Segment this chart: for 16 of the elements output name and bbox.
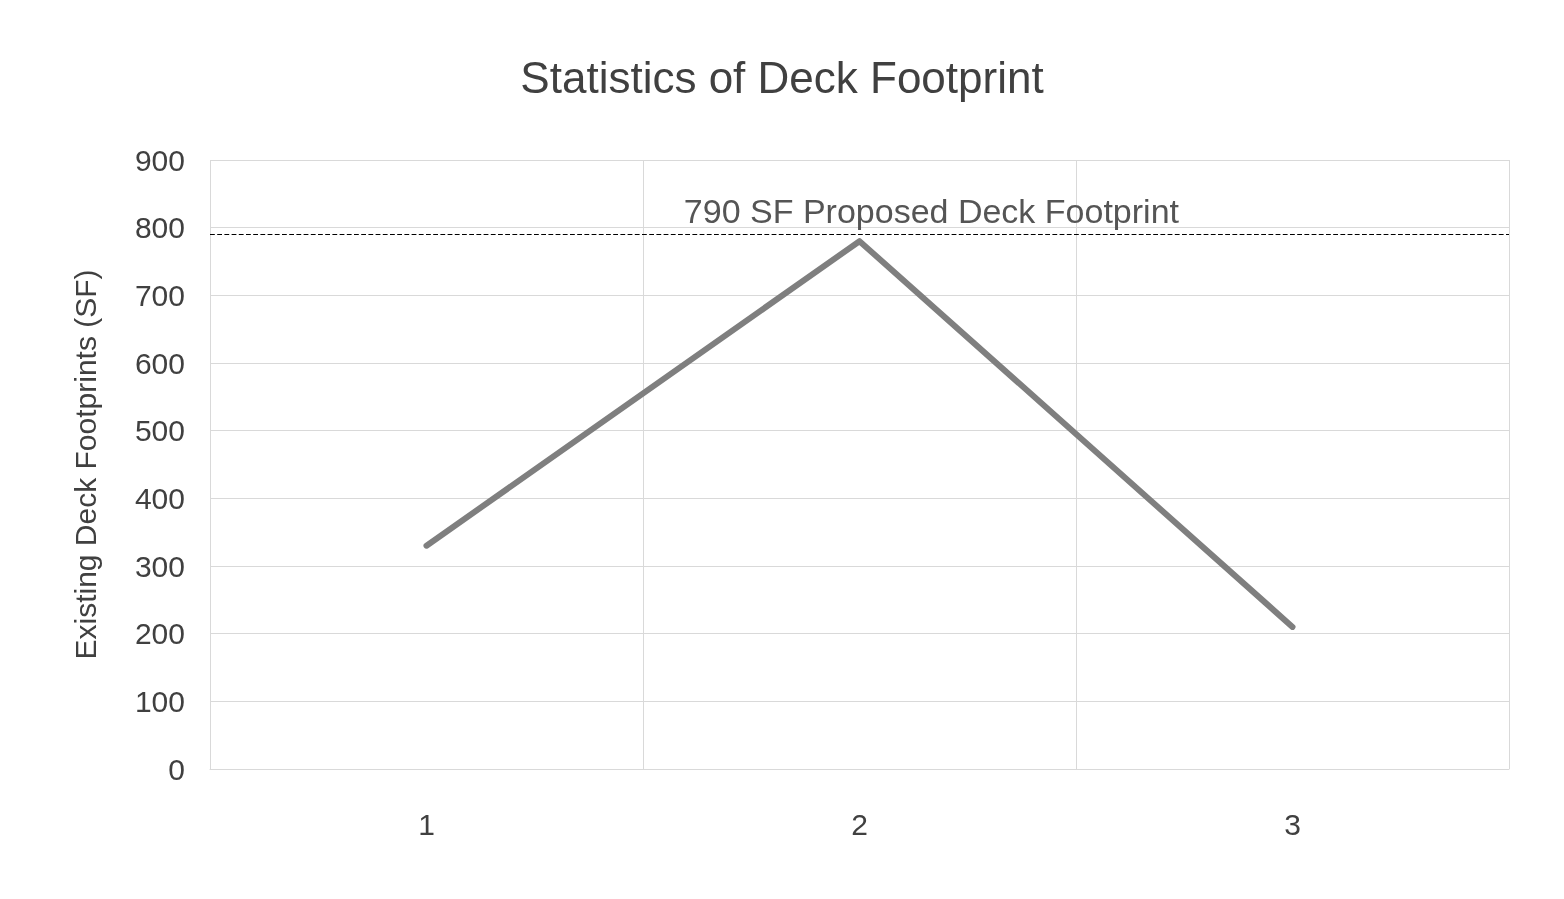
x-tick-label: 1: [418, 807, 435, 841]
x-tick-label: 3: [1284, 807, 1301, 841]
y-tick-label: 300: [134, 549, 185, 583]
y-tick-label: 200: [134, 617, 185, 651]
y-axis-title: Existing Deck Footprints (SF): [68, 269, 102, 660]
y-tick-label: 400: [134, 481, 185, 515]
y-tick-label: 800: [134, 211, 185, 245]
x-tick-label: 2: [851, 807, 868, 841]
y-tick-label: 600: [134, 346, 185, 380]
y-tick-label: 900: [134, 143, 185, 177]
ref-line-label: 790 SF Proposed Deck Footprint: [683, 192, 1180, 231]
y-tick-label: 100: [134, 684, 185, 718]
y-tick-label: 700: [134, 278, 185, 312]
y-tick-label: 0: [168, 752, 185, 786]
y-tick-label: 500: [134, 414, 185, 448]
chart-title: Statistics of Deck Footprint: [520, 52, 1044, 102]
